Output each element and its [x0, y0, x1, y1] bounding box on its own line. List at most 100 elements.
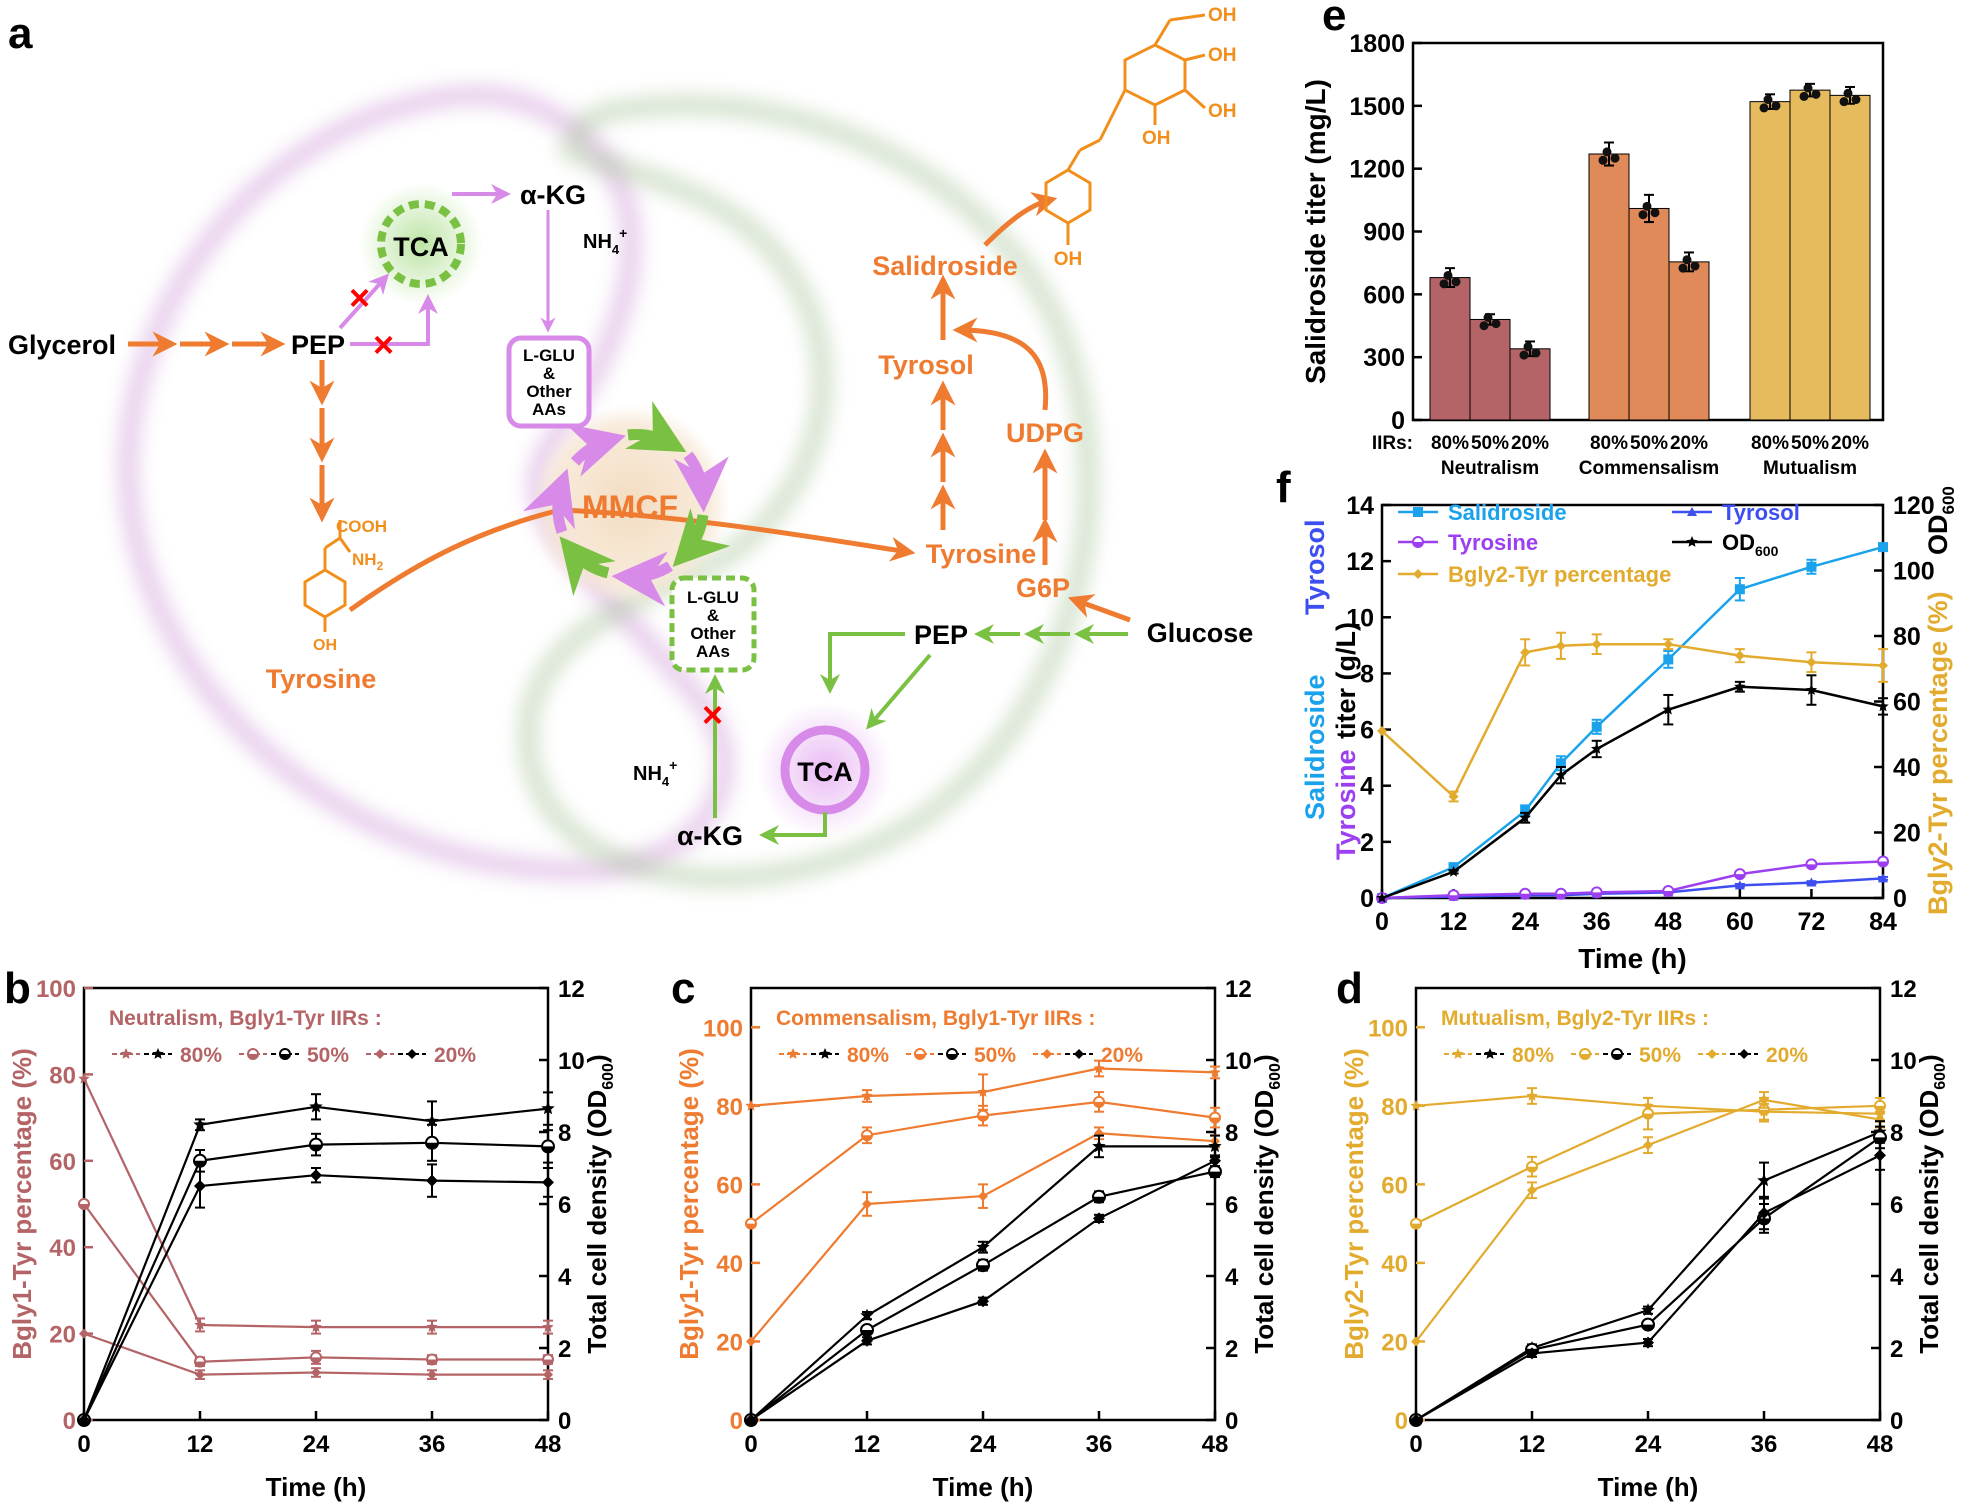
chart-d-pct-point-2-3	[1759, 1094, 1769, 1105]
chart-c-ytick2-label: 10	[1225, 1048, 1252, 1075]
chart-c-ytick-label: 40	[716, 1251, 743, 1278]
chart-b-pct-point-2-2	[311, 1367, 321, 1378]
chart-f-point-bgly2-tyr-percentage-5	[1663, 639, 1674, 650]
chart-e-point-0-1-1	[1491, 319, 1501, 329]
chart-f-point-bgly2-tyr-percentage-8	[1878, 660, 1888, 671]
chart-f-ytick2-label: 120	[1893, 492, 1935, 520]
chart-e-point-1-2-2	[1682, 255, 1692, 265]
chart-b-xtick-label: 48	[535, 1431, 562, 1458]
chart-e-point-1-1-1	[1650, 208, 1660, 218]
chart-f-ylabel-salidroside: Salidroside	[1300, 674, 1330, 820]
chart-f-point-salidroside-8	[1878, 542, 1888, 553]
chart-b-pct-point-1-3-half	[427, 1359, 437, 1365]
chart-c-legend-pct-marker-2	[1042, 1049, 1052, 1059]
chart-e-point-0-2-0	[1519, 350, 1529, 360]
chart-f-ylabel-unit: titer (g/L)	[1331, 622, 1361, 739]
chart-b-od-point-2-1	[194, 1180, 206, 1192]
chart-b-legend-pct-marker-0	[120, 1048, 132, 1059]
chart-b-xtick-label: 24	[303, 1431, 330, 1458]
chart-c-pct-line-2	[750, 1132, 1216, 1343]
chart-d-od-point-0-3	[1757, 1173, 1771, 1187]
chart-e-ytick-label: 600	[1363, 281, 1405, 309]
nh2-label: NH2	[352, 550, 384, 573]
chart-c-pct-point-1-3-half	[1094, 1101, 1104, 1107]
chart-e-point-1-0-1	[1610, 153, 1620, 163]
chart-b-pct-point-0-4	[542, 1321, 554, 1332]
chart-e-point-0-2-1	[1531, 348, 1541, 358]
glycerol-label: Glycerol	[8, 330, 116, 360]
akg-top-label: α-KG	[520, 180, 586, 210]
chart-c-ytick2-label: 2	[1225, 1336, 1238, 1363]
chart-b-legend-label-2: 20%	[434, 1044, 476, 1067]
chart-f-xtick-label: 12	[1440, 908, 1468, 936]
pep-left-label: PEP	[291, 330, 345, 360]
chart-b-od-point-1-3-half	[426, 1142, 438, 1149]
chart-c-od-point-1-4-half	[1209, 1171, 1221, 1178]
chart-c-legend-od-marker-2	[1074, 1049, 1084, 1059]
chart-f-ytick2-label: 0	[1893, 885, 1907, 913]
chart-f-point-salidroside-5	[1663, 654, 1674, 665]
lglu-bottom-line3: Other	[690, 624, 736, 643]
chart-d-od-point-2-1	[1526, 1347, 1538, 1360]
chart-c-ytick2-label: 0	[1225, 1408, 1238, 1435]
chart-d-letter: d	[1336, 964, 1363, 1013]
cell-ring-green	[517, 94, 1100, 890]
chart-e-point-1-0-0	[1598, 155, 1608, 165]
chart-f-point-salidroside-3	[1555, 758, 1566, 769]
chart-d-od-point-2-2	[1642, 1336, 1654, 1349]
chart-b-pct-point-0-2	[310, 1321, 322, 1332]
chart-b-ytick-label: 40	[49, 1235, 76, 1262]
chart-f-ytick2-label: 40	[1893, 754, 1921, 782]
chart-c-pct-point-0-0	[745, 1099, 757, 1111]
chart-e-ytick-label: 900	[1363, 219, 1405, 247]
arrow-pep-tca-right-a	[820, 632, 905, 694]
chart-e-point-2-1-0	[1799, 91, 1809, 101]
chart-e-point-0-0-1	[1451, 277, 1461, 287]
chart-b-pct-point-2-1	[195, 1369, 205, 1380]
lglu-bottom-line2: &	[707, 606, 719, 625]
akg-bottom-label: α-KG	[677, 821, 743, 851]
chart-f-point-bgly2-tyr-percentage-0	[1377, 725, 1387, 736]
panel-a-pathway-diagram: a × × TCA Glycerol PEP α-KG NH4+ L-GLU &…	[8, 5, 1253, 890]
chart-f-ylabel-tyrosine: Tyrosine	[1331, 749, 1361, 860]
oh-sal-2: OH	[1208, 45, 1237, 66]
chart-f-point-tyrosol-8	[1878, 873, 1888, 883]
chart-e-ytick-label: 1200	[1349, 156, 1405, 184]
chart-e-point-2-2-0	[1839, 97, 1849, 107]
chart-b-legend-od-marker-0	[152, 1048, 164, 1059]
chart-c-od-point-2-3	[1093, 1212, 1105, 1225]
chart-b-pct-point-2-0	[79, 1328, 89, 1339]
chart-b-letter: b	[4, 964, 31, 1013]
chart-d-xlabel: Time (h)	[1598, 1472, 1699, 1502]
chart-c-xtick-label: 12	[854, 1431, 881, 1458]
chart-f-legend-label-0: Salidroside	[1448, 500, 1567, 525]
chart-f-point-salidroside-2	[1520, 805, 1531, 816]
chart-c-pct-point-1-1-half	[862, 1135, 872, 1141]
oh-sal-1: OH	[1208, 5, 1237, 26]
chart-e-bar-commensalism-0	[1588, 153, 1630, 421]
chart-b-pct-point-1-4-half	[543, 1359, 553, 1365]
cross-akg-lglu: ×	[702, 694, 723, 735]
chart-b-pct-point-1-2-half	[311, 1357, 321, 1363]
chart-f-point-tyrosine-7-half	[1806, 864, 1817, 870]
chart-e-iir-1-1: 50%	[1630, 433, 1668, 454]
chart-f-point-tyrosine-6-half	[1734, 874, 1745, 880]
chart-d-pct-point-0-1	[1526, 1090, 1538, 1101]
chart-d-ytick-label: 80	[1381, 1094, 1408, 1121]
chart-c-pct-point-0-2	[977, 1086, 989, 1097]
chart-d-pct-point-0-0	[1410, 1099, 1422, 1111]
chart-e-iir-2-1: 50%	[1791, 433, 1829, 454]
chart-c-ytick-label: 60	[716, 1172, 743, 1199]
chart-f-ytick2-label: 60	[1893, 689, 1921, 717]
chart-f-point-tyrosine-2-half	[1520, 893, 1531, 899]
chart-b-legend-label-0: 80%	[180, 1044, 222, 1067]
chart-b-od-point-0-3	[425, 1114, 439, 1127]
chart-c-od-point-0-2	[976, 1240, 990, 1253]
chart-e-bar-neutralism-2	[1509, 348, 1551, 421]
chart-c-title: Commensalism, Bgly1-Tyr IIRs :	[776, 1007, 1095, 1030]
chart-e-ytick-label: 1500	[1349, 93, 1405, 121]
chart-e-iir-label: IIRs:	[1372, 433, 1413, 454]
chart-b-legend-pct-marker-2	[375, 1049, 385, 1059]
chart-e-letter: e	[1322, 0, 1346, 40]
chart-e-group-commensalism: Commensalism	[1579, 458, 1719, 479]
